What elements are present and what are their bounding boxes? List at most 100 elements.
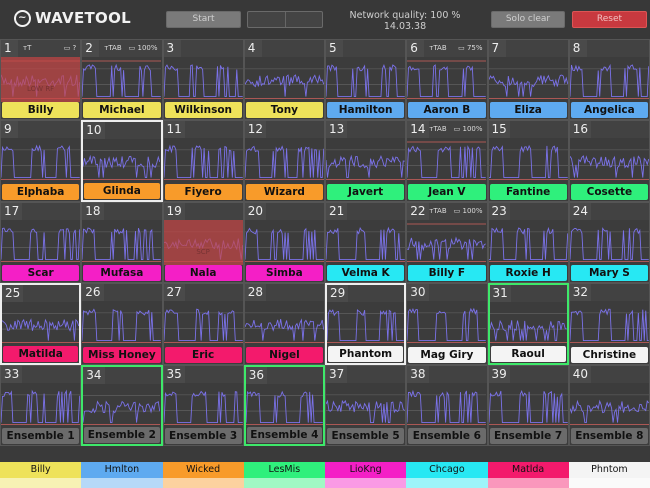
- channel-tile-12[interactable]: 12 Wizard: [243, 120, 325, 202]
- channel-tile-15[interactable]: 15 Fantine: [487, 120, 569, 202]
- channel-tile-4[interactable]: 4 Tony: [243, 39, 325, 121]
- channel-tile-11[interactable]: 11 Fiyero: [162, 120, 244, 202]
- channel-name[interactable]: Billy: [2, 102, 80, 119]
- channel-tile-19[interactable]: 19 SCP Nala: [162, 201, 244, 284]
- channel-tile-14[interactable]: 14 ᴛTAB ▭ 100% Jean V: [406, 120, 488, 202]
- channel-tile-16[interactable]: 16 Cosette: [568, 120, 650, 202]
- channel-tile-18[interactable]: 18 Mufasa: [81, 201, 163, 284]
- channel-name[interactable]: Hamilton: [327, 102, 405, 119]
- channel-name[interactable]: Jean V: [408, 183, 486, 200]
- channel-name[interactable]: Ensemble 1: [2, 428, 80, 444]
- channel-number: 22: [407, 202, 429, 220]
- channel-tile-17[interactable]: 17 Scar: [0, 201, 82, 284]
- channel-tile-31[interactable]: 31 Raoul: [487, 283, 569, 365]
- channel-tile-30[interactable]: 30 Mag Giry: [406, 283, 488, 365]
- channel-name[interactable]: Eliza: [489, 102, 567, 119]
- group-button-hmlton[interactable]: Hmlton: [81, 462, 163, 488]
- group-button-lesmis[interactable]: LesMis: [243, 462, 325, 488]
- channel-name[interactable]: Eric: [164, 346, 242, 363]
- segment-1[interactable]: [248, 12, 286, 27]
- channel-name[interactable]: Miss Honey: [83, 346, 161, 363]
- channel-tile-27[interactable]: 27 Eric: [162, 283, 244, 365]
- channel-name[interactable]: Velma K: [327, 265, 405, 282]
- channel-name[interactable]: Javert: [327, 183, 405, 200]
- channel-name[interactable]: Michael: [83, 102, 161, 119]
- channel-name[interactable]: Angelica: [570, 102, 648, 119]
- channel-tile-40[interactable]: 40 Ensemble 8: [568, 364, 650, 446]
- channel-name[interactable]: Ensemble 8: [570, 428, 648, 444]
- channel-name[interactable]: Fantine: [489, 183, 567, 200]
- channel-tile-24[interactable]: 24 Mary S: [568, 201, 650, 284]
- channel-name[interactable]: Ensemble 6: [408, 428, 486, 444]
- channel-name[interactable]: Elphaba: [2, 183, 80, 200]
- channel-name[interactable]: Roxie H: [489, 265, 567, 282]
- channel-tile-29[interactable]: 29 Phantom: [325, 283, 407, 365]
- channel-name[interactable]: Cosette: [570, 183, 648, 200]
- channel-name[interactable]: Simba: [245, 265, 323, 282]
- channel-tile-9[interactable]: 9 Elphaba: [0, 120, 82, 202]
- channel-name[interactable]: Ensemble 3: [164, 428, 242, 444]
- channel-tile-26[interactable]: 26 Miss Honey: [81, 283, 163, 365]
- channel-tile-28[interactable]: 28 Nigel: [243, 283, 325, 365]
- channel-name[interactable]: Ensemble 2: [84, 427, 160, 443]
- channel-tile-13[interactable]: 13 Javert: [325, 120, 407, 202]
- channel-tile-39[interactable]: 39 Ensemble 7: [487, 364, 569, 446]
- channel-tile-2[interactable]: 2 ᴛTAB ▭ 100% Michael: [81, 39, 163, 121]
- start-button[interactable]: Start: [166, 11, 241, 28]
- channel-tile-34[interactable]: 34 Ensemble 2: [81, 364, 163, 446]
- group-button-phntom[interactable]: Phntom: [568, 462, 650, 488]
- channel-tile-22[interactable]: 22 ᴛTAB ▭ 100% Billy F: [406, 201, 488, 284]
- channel-name[interactable]: Glinda: [84, 182, 160, 199]
- channel-tile-8[interactable]: 8 Angelica: [568, 39, 650, 121]
- channel-name[interactable]: Tony: [245, 102, 323, 119]
- channel-tile-36[interactable]: 36 Ensemble 4: [243, 364, 325, 446]
- channel-name[interactable]: Mag Giry: [408, 346, 486, 363]
- channel-name[interactable]: Phantom: [328, 345, 404, 362]
- channel-name[interactable]: Mufasa: [83, 265, 161, 282]
- channel-tile-1[interactable]: 1 ᴛT ▭ ? LOW RF Billy: [0, 39, 82, 121]
- channel-tile-33[interactable]: 33 Ensemble 1: [0, 364, 82, 446]
- channel-name[interactable]: Billy F: [408, 265, 486, 282]
- channel-tile-37[interactable]: 37 Ensemble 5: [325, 364, 407, 446]
- channel-name[interactable]: Ensemble 7: [489, 428, 567, 444]
- segment-2[interactable]: [286, 12, 323, 27]
- segmented-control[interactable]: [247, 11, 323, 28]
- channel-name[interactable]: Raoul: [490, 345, 566, 362]
- channel-name[interactable]: Matilda: [3, 345, 79, 362]
- channel-name[interactable]: Mary S: [570, 265, 648, 282]
- group-button-billy[interactable]: Billy: [0, 462, 82, 488]
- channel-number: 29: [327, 285, 349, 303]
- channel-tile-25[interactable]: 25 Matilda: [0, 283, 82, 365]
- tile-header: 13: [326, 121, 406, 139]
- channel-name[interactable]: Christine: [570, 346, 648, 363]
- channel-tile-6[interactable]: 6 ᴛTAB ▭ 75% Aaron B: [406, 39, 488, 121]
- solo-clear-button[interactable]: Solo clear: [491, 11, 565, 28]
- audio-trace: [326, 63, 405, 98]
- channel-tile-7[interactable]: 7 Eliza: [487, 39, 569, 121]
- channel-tile-23[interactable]: 23 Roxie H: [487, 201, 569, 284]
- audio-trace: [245, 390, 323, 423]
- channel-tile-21[interactable]: 21 Velma K: [325, 201, 407, 284]
- audio-trace: [488, 389, 568, 423]
- channel-tile-10[interactable]: 10 Glinda: [81, 120, 163, 202]
- channel-name[interactable]: Nala: [164, 265, 242, 282]
- channel-name[interactable]: Wilkinson: [164, 102, 242, 119]
- channel-name[interactable]: Ensemble 5: [327, 428, 405, 444]
- channel-name[interactable]: Ensemble 4: [246, 427, 322, 443]
- channel-tile-38[interactable]: 38 Ensemble 6: [406, 364, 488, 446]
- channel-name[interactable]: Aaron B: [408, 102, 486, 119]
- channel-name[interactable]: Wizard: [245, 183, 323, 200]
- channel-tile-5[interactable]: 5 Hamilton: [325, 39, 407, 121]
- channel-name[interactable]: Scar: [2, 265, 80, 282]
- channel-tile-32[interactable]: 32 Christine: [568, 283, 650, 365]
- channel-tile-3[interactable]: 3 Wilkinson: [162, 39, 244, 121]
- group-button-matlda[interactable]: Matlda: [487, 462, 569, 488]
- channel-tile-35[interactable]: 35 Ensemble 3: [162, 364, 244, 446]
- group-button-liokng[interactable]: LioKng: [325, 462, 407, 488]
- channel-name[interactable]: Fiyero: [164, 183, 242, 200]
- group-button-wicked[interactable]: Wicked: [162, 462, 244, 488]
- reset-button[interactable]: Reset: [572, 11, 647, 28]
- channel-tile-20[interactable]: 20 Simba: [243, 201, 325, 284]
- group-button-chcago[interactable]: Chcago: [406, 462, 488, 488]
- channel-name[interactable]: Nigel: [245, 346, 323, 363]
